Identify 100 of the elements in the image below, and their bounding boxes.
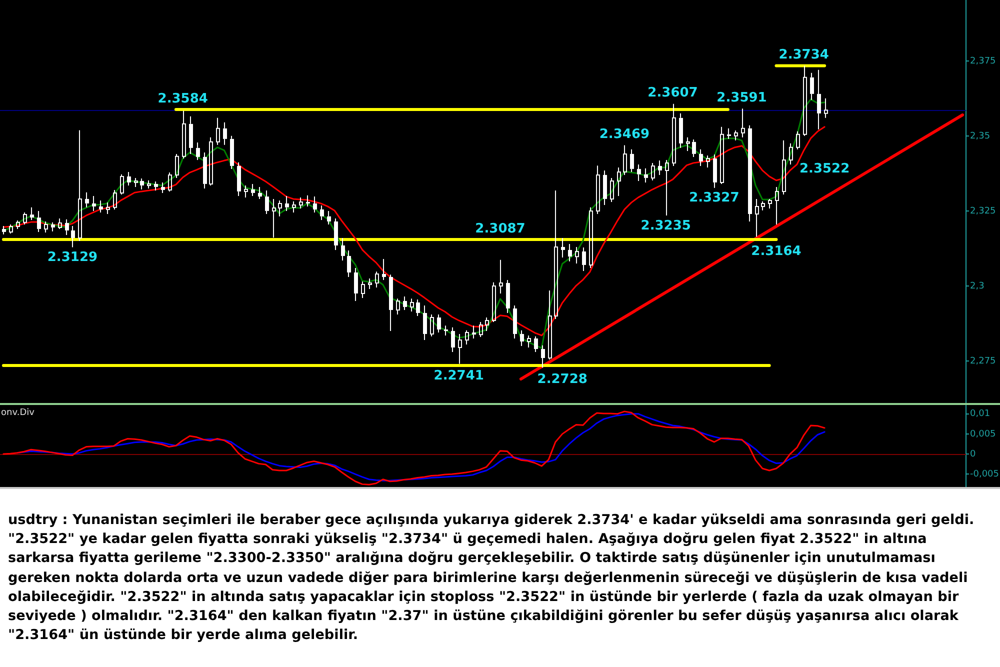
candlestick (403, 296, 407, 310)
candlestick (458, 333, 462, 364)
candlestick (230, 135, 234, 170)
candlestick (368, 278, 372, 290)
candlestick (189, 116, 193, 154)
candlestick (554, 190, 558, 320)
candlestick (265, 190, 269, 214)
candlestick (2, 225, 6, 235)
annotation: 2.3469 (599, 127, 650, 142)
candlestick (251, 183, 255, 196)
candlestick (672, 103, 676, 166)
candlestick (561, 237, 565, 258)
candlestick (37, 210, 41, 232)
candlestick (623, 144, 627, 176)
annotation: 2.2741 (434, 368, 484, 384)
candlestick (575, 246, 579, 264)
candlestick (161, 182, 165, 194)
candlestick (727, 128, 731, 140)
candlestick (775, 186, 779, 225)
candlestick (686, 136, 690, 152)
candlestick (485, 316, 489, 332)
chart-title: onv.Div (1, 408, 36, 418)
candlestick (437, 314, 441, 333)
candlestick (596, 165, 600, 214)
candlestick (520, 330, 524, 346)
annotation: 2.3607 (648, 86, 698, 101)
candlestick (196, 142, 200, 160)
candlestick (706, 154, 710, 168)
candlestick (679, 112, 683, 148)
y-tick-label: 2,3 (970, 281, 984, 292)
candlestick (272, 198, 276, 238)
candlestick (741, 108, 745, 138)
candlestick (306, 194, 310, 207)
candlestick (451, 326, 455, 352)
annotation: 2.3327 (689, 190, 740, 206)
annotation: 2.3734 (778, 48, 829, 63)
y-tick-label: 0 (970, 449, 976, 460)
annotation: 2.3087 (475, 221, 526, 236)
annotation: 2.3164 (751, 244, 802, 260)
annotation: 2.3235 (640, 218, 691, 234)
candlestick (810, 72, 814, 100)
candlestick (658, 160, 662, 176)
candlestick (154, 181, 158, 192)
candlestick (285, 195, 289, 212)
candlestick (472, 325, 476, 339)
candlestick (216, 117, 220, 146)
candlestick (644, 168, 648, 183)
y-tick-label: 0,005 (970, 429, 996, 440)
y-tick-label: 0,01 (970, 409, 990, 420)
candlestick (499, 259, 503, 294)
annotation: 2.3129 (47, 250, 98, 266)
candlestick (824, 98, 828, 118)
candlestick (720, 126, 724, 184)
candlestick (140, 178, 144, 190)
candlestick (203, 152, 207, 189)
annotation: 2.2728 (537, 372, 588, 388)
candlestick (548, 290, 552, 360)
candlestick (534, 336, 538, 352)
candlestick (782, 140, 786, 195)
candlestick (237, 162, 241, 196)
candlestick (85, 192, 89, 208)
candlestick (223, 122, 227, 146)
candlestick (106, 202, 110, 214)
candlestick (637, 164, 641, 182)
candlestick (320, 205, 324, 220)
candlestick (541, 344, 545, 368)
candlestick (713, 154, 717, 188)
candlestick (99, 200, 103, 213)
candlestick (416, 298, 420, 316)
candlestick (527, 334, 531, 348)
candlestick (699, 148, 703, 166)
candlestick (127, 171, 131, 186)
annotation: 2.3522 (799, 161, 850, 176)
y-tick-label: 2,275 (970, 356, 996, 366)
candlestick (354, 267, 358, 302)
candlestick (341, 237, 345, 261)
candlestick (568, 243, 572, 262)
candlestick (803, 65, 807, 136)
candlestick (51, 222, 55, 232)
y-tick-label: 2,325 (970, 206, 996, 216)
candlestick (817, 69, 821, 130)
candlestick (444, 325, 448, 336)
candlestick (313, 196, 317, 213)
candlestick (506, 279, 510, 314)
annotation: 2.3584 (158, 91, 208, 106)
annotation: 2.3591 (716, 90, 767, 106)
candlestick (327, 210, 331, 225)
candlestick (748, 124, 752, 222)
candlestick (244, 184, 248, 198)
candlestick (65, 218, 69, 236)
candlestick (513, 304, 517, 339)
candlestick (92, 195, 96, 212)
candlestick (692, 139, 696, 158)
y-tick-label: -0,005 (970, 469, 1000, 480)
y-tick-label: 2,375 (970, 56, 996, 66)
candlestick (582, 247, 586, 272)
candlestick (182, 110, 186, 159)
y-tick-label: 2,35 (970, 131, 990, 142)
candlestick (78, 130, 82, 242)
candlestick (334, 218, 338, 250)
